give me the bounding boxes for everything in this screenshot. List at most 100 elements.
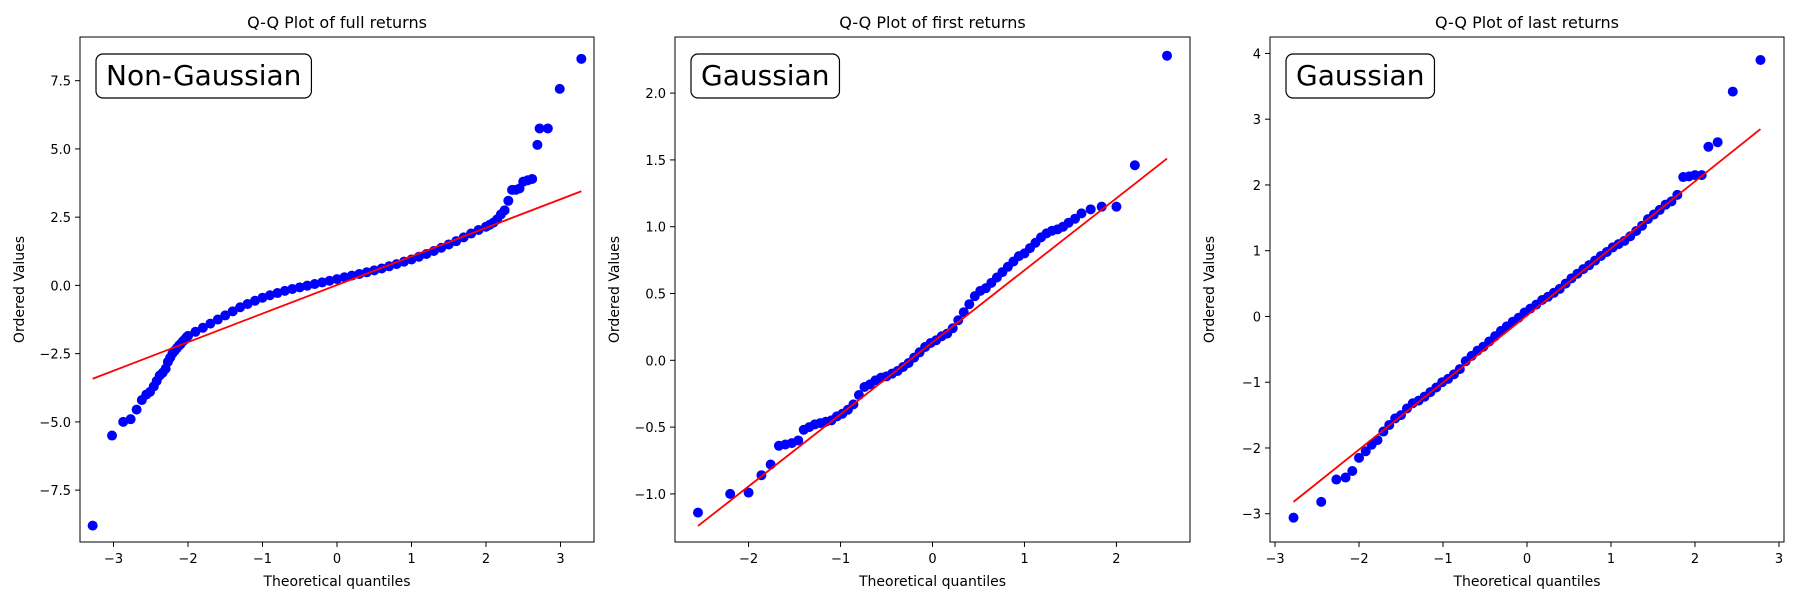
annotation-box: Gaussian: [690, 53, 841, 99]
x-tick-label: 0: [928, 552, 936, 567]
y-axis-label: Ordered Values: [12, 236, 28, 343]
data-point: [576, 53, 587, 64]
data-point: [107, 430, 118, 441]
x-tick-label: −3: [1265, 552, 1284, 567]
annotation-frame: [1285, 53, 1436, 99]
x-tick-label: −2: [739, 552, 758, 567]
data-point: [503, 195, 514, 206]
y-tick-label: −1: [1242, 376, 1261, 391]
x-tick-label: 2: [1691, 552, 1699, 567]
x-tick-label: −1: [1433, 552, 1452, 567]
y-tick-label: −2: [1242, 442, 1261, 457]
data-point: [242, 298, 253, 309]
y-tick-label: 0.5: [645, 288, 666, 303]
y-tick-label: 1: [1253, 245, 1261, 260]
data-point: [953, 315, 964, 326]
annotation-frame: [95, 53, 313, 99]
y-tick-label: 1.5: [645, 154, 666, 169]
data-point: [1340, 472, 1351, 483]
data-point: [131, 404, 142, 415]
x-tick-label: 0: [1523, 552, 1531, 567]
data-point: [1288, 512, 1299, 523]
panel-title: Q-Q Plot of full returns: [247, 13, 427, 32]
data-point: [1111, 201, 1122, 212]
x-tick-label: 1: [407, 552, 415, 567]
data-point: [1129, 160, 1140, 171]
annotation-label: Gaussian: [1296, 59, 1424, 92]
data-point: [1354, 452, 1365, 463]
data-point: [542, 123, 553, 134]
data-point: [499, 205, 510, 216]
data-point: [1703, 141, 1714, 152]
data-point: [87, 520, 98, 531]
annotation-label: Non-Gaussian: [106, 59, 301, 92]
data-point: [294, 282, 305, 293]
y-tick-label: −3: [1242, 508, 1261, 523]
x-axis-label: Theoretical quantiles: [858, 574, 1006, 590]
fit-line: [697, 157, 1168, 527]
y-tick-label: −1.0: [634, 488, 666, 503]
data-point: [793, 435, 804, 446]
data-point: [190, 326, 201, 337]
data-point: [725, 488, 736, 499]
data-point: [1347, 465, 1358, 476]
y-tick-label: 2.5: [50, 211, 71, 226]
panel-title: Q-Q Plot of first returns: [839, 13, 1025, 32]
y-tick-label: 0: [1253, 310, 1261, 325]
fit-line: [1292, 128, 1762, 503]
y-axis-label: Ordered Values: [1202, 236, 1218, 343]
data-point: [183, 330, 194, 341]
annotation-box: Non-Gaussian: [95, 53, 313, 99]
y-tick-label: −7.5: [39, 484, 71, 499]
data-point: [235, 302, 246, 313]
y-tick-label: 0.0: [50, 279, 71, 294]
data-point: [1637, 220, 1648, 231]
fit-line: [92, 190, 582, 380]
data-point: [692, 507, 703, 518]
y-tick-label: −2.5: [39, 348, 71, 363]
y-tick-label: 4: [1253, 47, 1261, 62]
data-point: [125, 414, 136, 425]
data-point: [532, 139, 543, 150]
data-point: [743, 487, 754, 498]
x-axis-label: Theoretical quantiles: [262, 574, 410, 590]
data-point: [287, 283, 298, 294]
x-tick-label: 1: [1020, 552, 1028, 567]
y-tick-label: 3: [1253, 113, 1261, 128]
data-point: [1331, 474, 1342, 485]
data-point: [205, 318, 216, 329]
x-tick-label: −1: [831, 552, 850, 567]
annotation-label: Gaussian: [701, 59, 829, 92]
y-tick-label: 1.0: [645, 221, 666, 236]
x-tick-label: 3: [556, 552, 564, 567]
data-point: [534, 123, 545, 134]
data-point: [1162, 50, 1173, 61]
qq-panel-1: Q-Q Plot of full returns −3 −2 −1 0 1 2 3 −7.5 −5…: [12, 13, 595, 590]
data-point: [220, 310, 231, 321]
x-tick-label: 0: [333, 552, 341, 567]
data-point: [317, 277, 328, 288]
data-point: [1360, 446, 1371, 457]
data-point: [1316, 496, 1327, 507]
data-point: [302, 280, 313, 291]
x-tick-label: 2: [482, 552, 490, 567]
x-tick-label: −3: [104, 552, 123, 567]
data-point: [212, 314, 223, 325]
qq-panel-3: Q-Q Plot of last returns −3 −2 −1 0 1 2 3 −3 −2 −1…: [1202, 13, 1785, 590]
y-axis-label: Ordered Values: [607, 236, 623, 343]
data-point: [1096, 201, 1107, 212]
x-tick-label: −2: [1349, 552, 1368, 567]
y-tick-label: 2: [1253, 179, 1261, 194]
panel-title: Q-Q Plot of last returns: [1435, 13, 1619, 32]
y-tick-label: 5.0: [50, 143, 71, 158]
y-tick-label: −5.0: [39, 416, 71, 431]
data-point: [339, 272, 350, 283]
data-point: [227, 306, 238, 317]
data-point: [324, 275, 335, 286]
x-tick-label: 1: [1607, 552, 1615, 567]
annotation-box: Gaussian: [1285, 53, 1436, 99]
x-tick-label: −1: [253, 552, 272, 567]
data-point: [527, 173, 538, 184]
x-axis-label: Theoretical quantiles: [1452, 574, 1600, 590]
